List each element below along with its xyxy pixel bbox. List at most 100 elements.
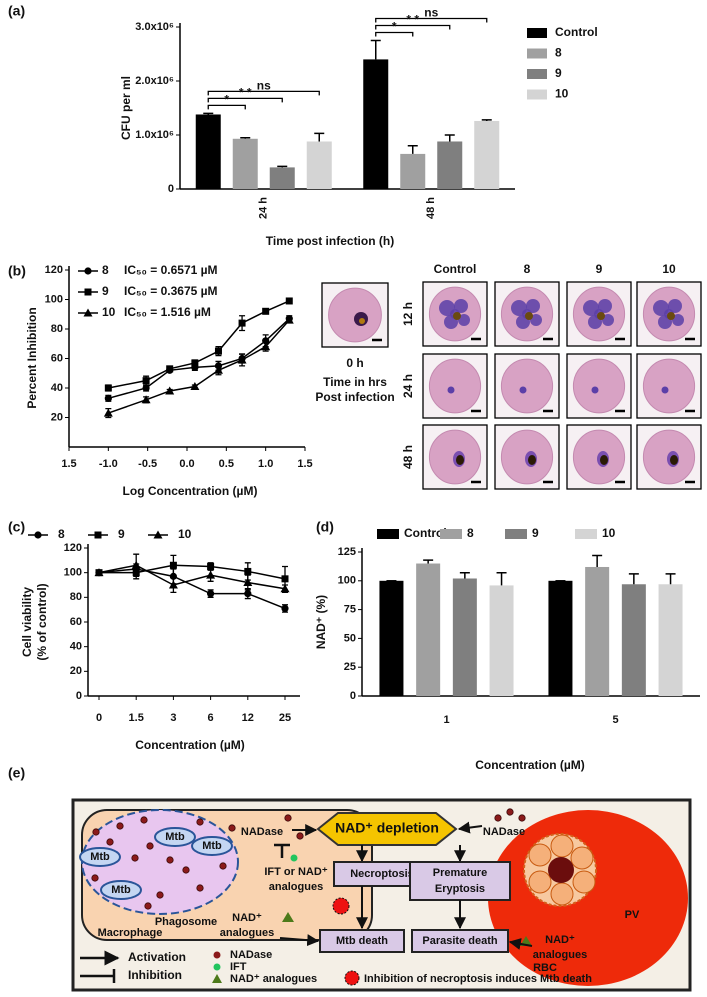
marker xyxy=(104,394,112,402)
necroptosis-label: Necroptosis xyxy=(350,868,414,880)
y-tick-label: 40 xyxy=(51,382,63,394)
pv-label: PV xyxy=(625,909,640,921)
merozoite xyxy=(550,882,574,906)
y-tick-label: 75 xyxy=(344,604,356,616)
analogue-triangle xyxy=(282,912,294,922)
parasite xyxy=(530,314,542,326)
x-tick-label: -0.5 xyxy=(138,458,157,470)
diagram: Mtb Mtb Mtb Mtb NADase IFT or NAD⁺ analo… xyxy=(71,798,692,992)
mtb-label: Mtb xyxy=(111,884,131,896)
nadase-dots xyxy=(91,808,526,910)
y-tick-label: 40 xyxy=(70,641,82,653)
y-tick-label: 20 xyxy=(51,411,63,423)
mtb-death-label: Mtb death xyxy=(336,935,388,947)
legend-swatch xyxy=(527,69,547,79)
merozoite xyxy=(550,834,574,858)
marker xyxy=(142,377,150,385)
series-line xyxy=(98,568,286,610)
parasite xyxy=(458,314,470,326)
legend-inhibition xyxy=(80,969,116,983)
error-bar xyxy=(314,132,325,142)
macrophage-label: Macrophage xyxy=(98,927,163,939)
arrow xyxy=(457,821,483,834)
caption: Post infection xyxy=(315,390,394,404)
legend-label: 8 xyxy=(555,46,562,60)
parasite xyxy=(591,386,599,394)
x-tick-label: 1 xyxy=(443,714,449,726)
marker xyxy=(84,267,92,275)
marker xyxy=(206,570,216,579)
significance-label: ns xyxy=(424,6,438,20)
column-label: 9 xyxy=(596,262,603,276)
x-tick-label: 1.5 xyxy=(297,458,312,470)
merozoite xyxy=(528,843,552,867)
pigment xyxy=(525,312,533,320)
x-tick-label: 5 xyxy=(612,714,618,726)
bar xyxy=(195,114,221,189)
row-label: 48 h xyxy=(401,445,415,469)
bar xyxy=(232,138,258,189)
phagosome-label: Phagosome xyxy=(155,916,217,928)
legend-label: 9 xyxy=(118,527,125,541)
x-tick-label: 48 h xyxy=(425,197,437,219)
x-tick-label: 24 h xyxy=(258,197,270,219)
marker xyxy=(168,580,178,589)
error-bar xyxy=(481,119,492,121)
depletion-label: NAD⁺ depletion xyxy=(335,820,439,836)
analogues-label: analogues xyxy=(533,949,587,961)
error-bar xyxy=(240,136,251,139)
series-line xyxy=(108,319,290,414)
error-bar xyxy=(370,39,381,60)
inhibition-of-necroptosis xyxy=(332,897,350,915)
marker xyxy=(243,578,253,587)
arrow xyxy=(508,938,533,950)
legend-label: 9 xyxy=(532,526,539,540)
marker xyxy=(281,604,289,613)
marker xyxy=(285,297,293,305)
y-tick-label: 120 xyxy=(64,542,82,554)
marker xyxy=(214,347,222,355)
marker xyxy=(244,567,252,575)
x-axis-label: Log Concentration (µM) xyxy=(123,484,258,498)
y-tick-label: 100 xyxy=(64,567,82,579)
legend-swatch xyxy=(377,529,399,539)
marker xyxy=(103,408,113,417)
parasite xyxy=(519,386,527,394)
panel-label: (d) xyxy=(316,519,334,535)
rbc-label: RBC xyxy=(533,962,557,974)
mtb-death-box xyxy=(319,929,405,953)
nadase-dot xyxy=(91,874,99,882)
nadase-dot xyxy=(106,838,114,846)
panel-label: (c) xyxy=(8,519,25,535)
marker xyxy=(207,590,215,598)
series-line xyxy=(108,300,290,389)
legend-label: IFT xyxy=(230,961,247,973)
parasite-death-label: Parasite death xyxy=(422,935,497,947)
parasite xyxy=(668,299,682,313)
nadase-dot xyxy=(296,832,304,840)
y-axis-label: CFU per ml xyxy=(119,76,133,140)
bar xyxy=(363,59,389,190)
bar xyxy=(379,580,404,696)
eryptosis-label: Premature xyxy=(433,867,487,879)
column-label: Control xyxy=(434,262,477,276)
y-tick-label: 1.0x10⁶ xyxy=(135,129,174,141)
error-bar xyxy=(423,559,434,564)
legend-label: Control xyxy=(404,526,447,540)
y-tick-label: 50 xyxy=(344,632,356,644)
y-tick-label: 25 xyxy=(344,661,356,673)
pigment xyxy=(670,455,678,465)
marker xyxy=(83,308,93,317)
caption: Time in hrs xyxy=(323,375,387,389)
nadase-label: NADase xyxy=(241,826,283,838)
error-bar xyxy=(592,554,603,567)
marker xyxy=(131,560,141,569)
panel-label: (a) xyxy=(8,3,25,19)
nadase-dot xyxy=(156,891,164,899)
ift-label: analogues xyxy=(269,881,323,893)
parasite xyxy=(526,299,540,313)
y-tick-label: 20 xyxy=(70,665,82,677)
marker xyxy=(191,359,199,367)
mtb-cell xyxy=(79,847,121,867)
marker xyxy=(213,365,223,374)
